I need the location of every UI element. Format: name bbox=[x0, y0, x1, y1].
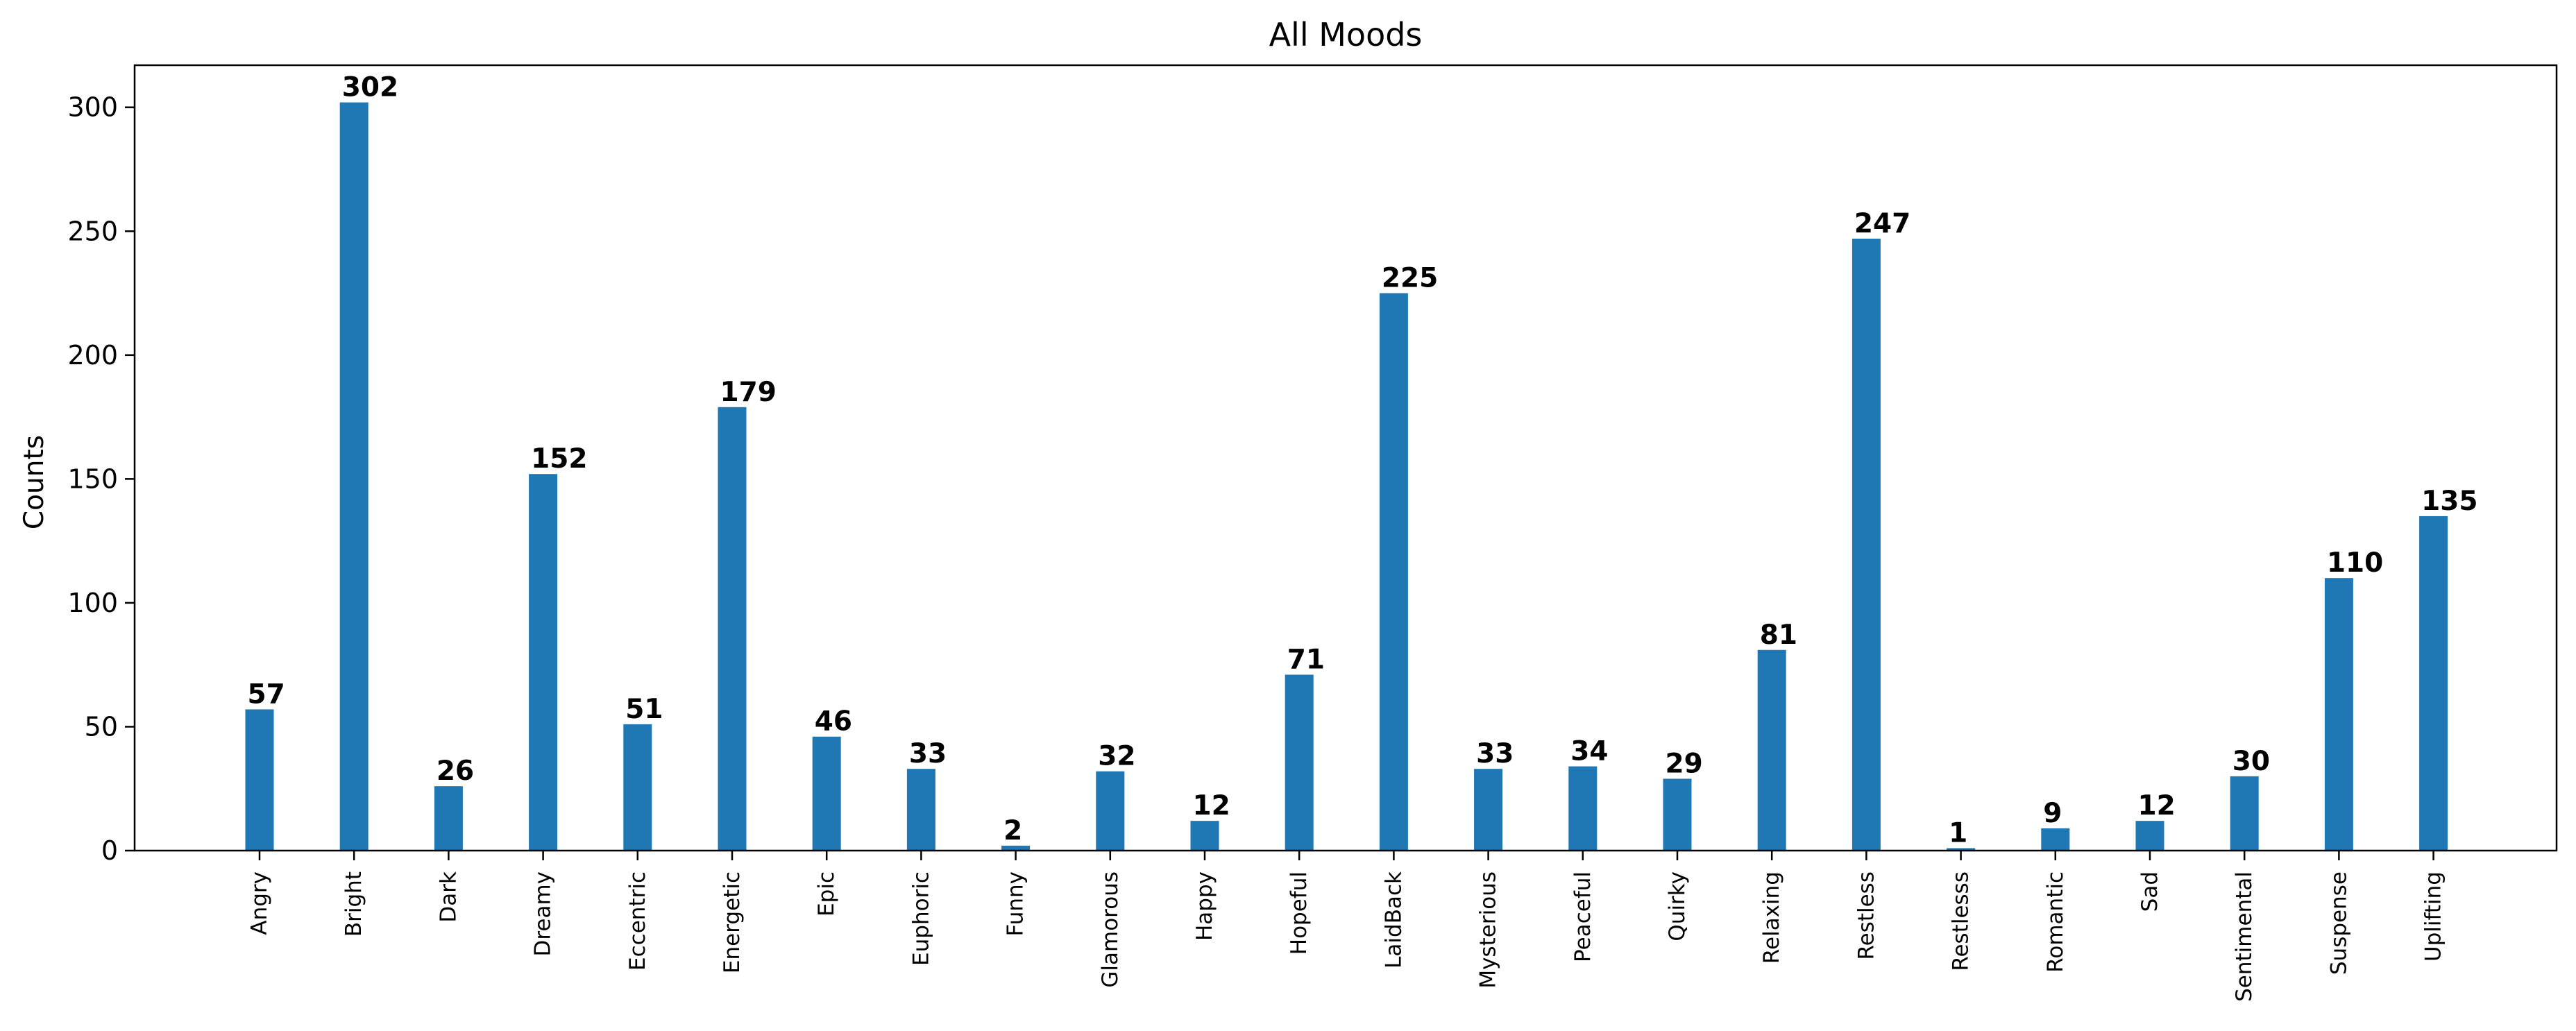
data-label-uplifting: 135 bbox=[2421, 486, 2477, 517]
bar-sad bbox=[2135, 821, 2164, 851]
data-label-mysterious: 33 bbox=[1476, 738, 1514, 769]
x-tick-label-epic: Epic bbox=[814, 871, 839, 917]
y-tick-label: 0 bbox=[101, 835, 118, 866]
bar-dark bbox=[434, 786, 463, 851]
bar-laidback bbox=[1379, 293, 1408, 851]
bar-hopeful bbox=[1285, 674, 1314, 851]
x-tick-label-mysterious: Mysterious bbox=[1476, 871, 1501, 989]
data-label-glamorous: 32 bbox=[1098, 741, 1135, 772]
y-tick-label: 250 bbox=[67, 216, 118, 246]
x-tick-label-relaxing: Relaxing bbox=[1759, 871, 1784, 964]
x-tick-label-eccentric: Eccentric bbox=[625, 871, 650, 971]
x-tick-label-quirky: Quirky bbox=[1665, 871, 1690, 941]
data-label-dark: 26 bbox=[437, 756, 474, 787]
bar-uplifting bbox=[2419, 516, 2448, 851]
bar-euphoric bbox=[906, 769, 935, 851]
bar-quirky bbox=[1663, 778, 1692, 851]
data-label-energetic: 179 bbox=[720, 377, 777, 408]
data-label-quirky: 29 bbox=[1666, 748, 1703, 779]
bar-relaxing bbox=[1757, 649, 1786, 851]
x-tick-label-laidback: LaidBack bbox=[1381, 871, 1406, 969]
y-axis: 0 50 100 150 200 250 300 bbox=[67, 92, 135, 866]
bar-suspense bbox=[2324, 578, 2353, 851]
x-tick-label-restless: Restless bbox=[1854, 871, 1879, 960]
bar-energetic bbox=[718, 407, 747, 851]
data-label-suspense: 110 bbox=[2327, 547, 2383, 579]
bar-glamorous bbox=[1096, 771, 1125, 851]
y-tick-label: 150 bbox=[67, 463, 118, 494]
data-label-sad: 12 bbox=[2138, 790, 2176, 821]
x-tick-label-hopeful: Hopeful bbox=[1287, 871, 1312, 955]
bar-dreamy bbox=[529, 474, 558, 851]
bar-funny bbox=[1001, 845, 1031, 851]
x-tick-label-glamorous: Glamorous bbox=[1098, 871, 1123, 988]
data-label-laidback: 225 bbox=[1382, 263, 1438, 294]
data-label-relaxing: 81 bbox=[1760, 620, 1797, 651]
y-axis-label: Counts bbox=[19, 435, 50, 529]
chart-title: All Moods bbox=[1269, 16, 1423, 53]
bar-eccentric bbox=[623, 724, 652, 851]
bar-restlesss bbox=[1947, 848, 1976, 851]
x-tick-label-bright: Bright bbox=[341, 871, 366, 937]
data-label-euphoric: 33 bbox=[909, 738, 947, 769]
x-tick-label-peaceful: Peaceful bbox=[1570, 871, 1595, 962]
data-labels-layer: 57 302 26 152 51 179 46 33 2 32 12 71 225 33 34 29 81 247… bbox=[248, 72, 2478, 849]
x-tick-label-euphoric: Euphoric bbox=[908, 871, 933, 966]
x-tick-label-dreamy: Dreamy bbox=[531, 871, 556, 957]
data-label-angry: 57 bbox=[248, 679, 285, 710]
x-tick-label-suspense: Suspense bbox=[2326, 871, 2351, 975]
x-tick-label-energetic: Energetic bbox=[720, 871, 745, 973]
data-label-happy: 12 bbox=[1193, 790, 1230, 821]
data-label-dreamy: 152 bbox=[531, 443, 587, 475]
data-label-hopeful: 71 bbox=[1287, 644, 1325, 675]
bar-mysterious bbox=[1474, 769, 1503, 851]
bar-peaceful bbox=[1568, 766, 1598, 851]
bar-bright bbox=[339, 102, 368, 851]
x-tick-label-sad: Sad bbox=[2137, 871, 2162, 912]
data-label-funny: 2 bbox=[1003, 815, 1022, 846]
y-tick-label: 50 bbox=[85, 711, 118, 742]
y-tick-label: 200 bbox=[67, 340, 118, 370]
data-label-eccentric: 51 bbox=[625, 694, 663, 725]
x-tick-label-uplifting: Uplifting bbox=[2421, 871, 2446, 962]
x-tick-label-angry: Angry bbox=[247, 871, 272, 935]
y-tick-label: 300 bbox=[67, 92, 118, 123]
x-tick-label-funny: Funny bbox=[1003, 871, 1028, 936]
data-label-bright: 302 bbox=[342, 72, 398, 103]
x-tick-label-dark: Dark bbox=[436, 871, 461, 923]
data-label-sentimental: 30 bbox=[2232, 746, 2270, 777]
bar-epic bbox=[812, 736, 841, 851]
x-axis: Angry Bright Dark Dreamy Eccentric Energetic E… bbox=[247, 851, 2446, 1002]
plot-frame bbox=[133, 64, 2558, 852]
bars-layer bbox=[245, 102, 2448, 851]
bar-angry bbox=[245, 709, 274, 851]
data-label-restless: 247 bbox=[1854, 208, 1910, 239]
data-label-restlesss: 1 bbox=[1949, 817, 1967, 849]
bar-happy bbox=[1190, 821, 1219, 851]
data-label-epic: 46 bbox=[815, 706, 852, 738]
bar-restless bbox=[1852, 238, 1881, 851]
y-tick-label: 100 bbox=[67, 588, 118, 618]
x-tick-label-happy: Happy bbox=[1192, 871, 1217, 941]
data-label-peaceful: 34 bbox=[1570, 736, 1608, 767]
x-tick-label-romantic: Romantic bbox=[2043, 871, 2068, 973]
x-tick-label-restlesss: Restlesss bbox=[1949, 871, 1974, 971]
bar-romantic bbox=[2041, 828, 2070, 851]
x-tick-label-sentimental: Sentimental bbox=[2232, 871, 2257, 1002]
bar-sentimental bbox=[2230, 776, 2259, 851]
data-label-romantic: 9 bbox=[2043, 798, 2062, 829]
